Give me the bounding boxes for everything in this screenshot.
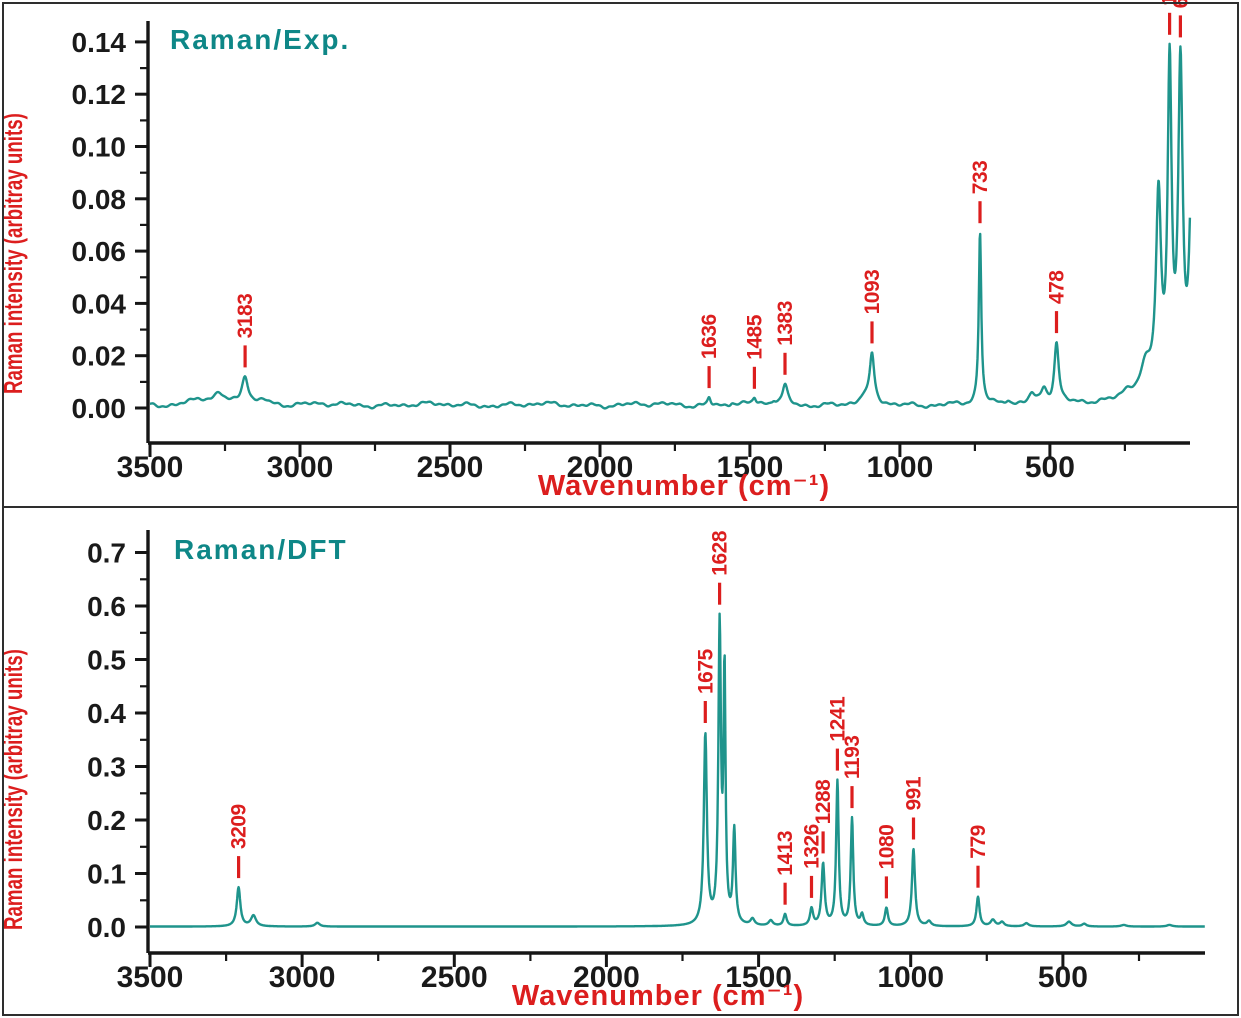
exp-peak-annotations: 3183163614851383109373347810165 [234,0,1192,389]
exp-peak-label-1093: 1093 [861,270,884,315]
exp-peak-label-1636: 1636 [698,314,721,359]
svg-text:0.6: 0.6 [87,591,126,622]
exp-peak-label-733: 733 [969,161,992,195]
dft-peak-label-779: 779 [967,825,990,859]
panel-divider [2,506,1239,508]
svg-text:0.3: 0.3 [87,752,126,783]
exp-ticks [135,40,1127,457]
dft-peak-label-3209: 3209 [228,804,251,849]
dft-peak-label-1675: 1675 [694,648,717,694]
svg-text:0.06: 0.06 [72,236,127,267]
dft-peak-label-1241: 1241 [826,696,849,742]
dft-peak-label-991: 991 [903,776,926,810]
svg-text:0.08: 0.08 [72,184,127,215]
dft-peak-label-1288: 1288 [812,779,835,825]
exp-peak-label-478: 478 [1046,270,1069,304]
dft-ticks [135,551,1141,967]
svg-text:2500: 2500 [417,451,484,484]
exp-tick-labels: 3500 3000 2500 2000 1500 1000 500 0.00 0.02 0.04 0… [72,27,1075,484]
dft-peak-label-1326: 1326 [801,824,824,869]
dft-peak-label-1628: 1628 [709,530,732,576]
dft-x-axis-label: Wavenumber (cm⁻¹) [511,980,805,1012]
exp-peak-label-65: 65 [1169,0,1192,8]
svg-text:500: 500 [1025,451,1075,484]
exp-axes [146,21,1190,445]
dft-tick-labels: 3500 3000 2500 2000 1500 1000 500 0.0 0.1 0.2 0.3 0… [87,538,1088,995]
svg-text:3000: 3000 [267,451,334,484]
dft-peak-label-1413: 1413 [774,831,797,876]
exp-peak-label-1383: 1383 [774,301,797,346]
svg-text:1000: 1000 [867,451,934,484]
exp-peak-label-3183: 3183 [234,294,257,339]
svg-text:0.7: 0.7 [87,538,126,569]
svg-text:0.0: 0.0 [87,912,126,943]
svg-text:0.4: 0.4 [87,698,126,729]
dft-peak-label-1080: 1080 [875,825,898,870]
svg-text:0.14: 0.14 [72,27,127,58]
svg-text:2000: 2000 [567,451,634,484]
svg-text:0.10: 0.10 [72,132,127,163]
svg-text:0.02: 0.02 [72,341,127,372]
svg-text:0.2: 0.2 [87,805,126,836]
svg-text:0.12: 0.12 [72,79,127,110]
svg-text:0.00: 0.00 [72,393,127,424]
dft-panel-title: Raman/DFT [174,534,348,565]
exp-y-axis-label: Raman intensity (arbitray units) [0,113,28,394]
svg-text:0.5: 0.5 [87,645,126,676]
exp-x-axis-label: Wavenumber (cm⁻¹) [537,470,831,502]
svg-text:2000: 2000 [573,961,640,994]
svg-text:1000: 1000 [877,961,944,994]
svg-text:3000: 3000 [269,961,336,994]
exp-peak-label-1485: 1485 [743,314,766,360]
exp-spectrum-curve [149,42,1192,410]
svg-text:1500: 1500 [725,961,792,994]
svg-text:1500: 1500 [717,451,784,484]
svg-text:0.1: 0.1 [87,859,126,890]
svg-text:500: 500 [1038,961,1088,994]
svg-text:2500: 2500 [421,961,488,994]
dft-spectrum-curve [149,612,1206,928]
svg-text:0.04: 0.04 [72,288,127,319]
svg-text:3500: 3500 [117,961,184,994]
svg-text:3500: 3500 [117,451,184,484]
dft-y-axis-label: Raman intensity (arbitray units) [0,649,28,930]
dft-peak-label-1193: 1193 [841,736,864,780]
dft-axes [146,530,1205,955]
exp-panel-title: Raman/Exp. [170,24,351,55]
